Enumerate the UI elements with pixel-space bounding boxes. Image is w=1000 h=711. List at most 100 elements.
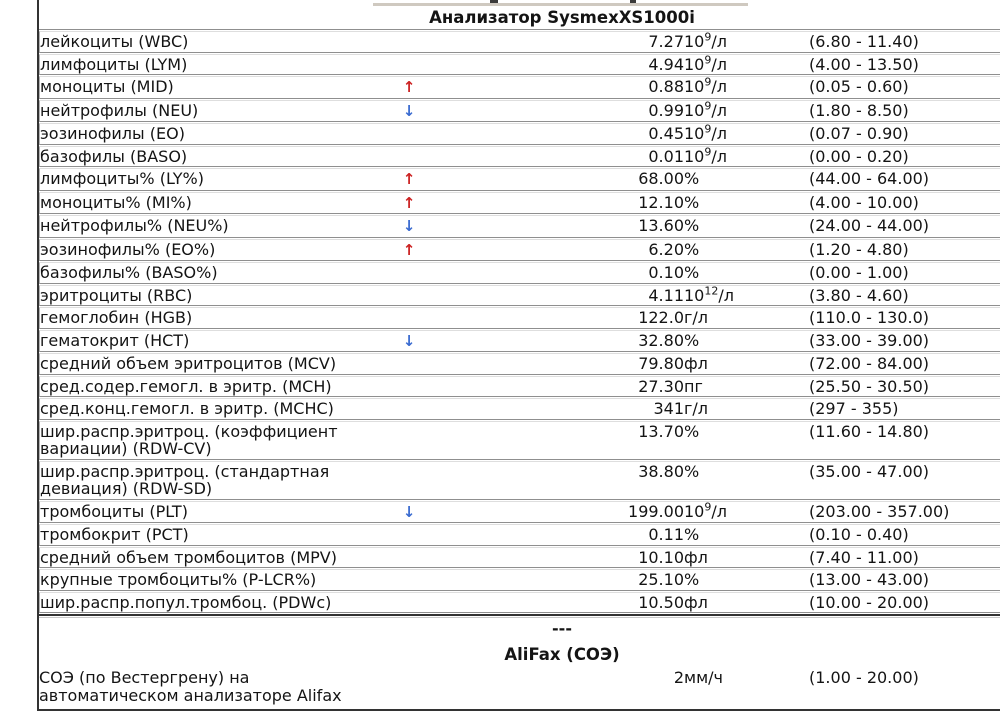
parameter-name: нейтрофилы% (NEU%) <box>39 215 379 238</box>
parameter-name: шир.распр.попул.тромбоц. (PDWc) <box>39 591 379 613</box>
flag-cell: ↓ <box>379 99 439 122</box>
result-unit: % <box>684 420 809 460</box>
up-arrow-icon: ↑ <box>402 170 416 188</box>
reference-range: (0.10 - 0.40) <box>809 524 1000 546</box>
result-row: средний объем эритроцитов (MCV) 79.80 фл… <box>39 353 1000 375</box>
alifax-table-body: СОЭ (по Вестергрену) на автоматическом а… <box>39 668 1000 705</box>
parameter-name: эозинофилы% (EO%) <box>39 238 379 261</box>
reference-range: (4.00 - 13.50) <box>809 53 1000 75</box>
parameter-name: базофилы% (BASO%) <box>39 262 379 284</box>
up-arrow-icon: ↑ <box>402 78 416 96</box>
result-row: лейкоциты (WBC) 7.27 109/л (6.80 - 11.40… <box>39 31 1000 53</box>
result-row: сред.конц.гемогл. в эритр. (MCHC) 341 г/… <box>39 398 1000 420</box>
result-value: 4.94 <box>439 53 684 75</box>
result-value: 68.00 <box>439 168 684 191</box>
parameter-name: сред.содер.гемогл. в эритр. (MCH) <box>39 375 379 397</box>
parameter-name: лимфоциты (LYM) <box>39 53 379 75</box>
result-row: крупные тромбоциты% (P-LCR%) 25.10 % (13… <box>39 569 1000 591</box>
result-unit: 1012/л <box>684 284 809 306</box>
result-value: 122.0 <box>439 307 684 329</box>
flag-cell <box>379 524 439 546</box>
result-unit: % <box>684 329 809 352</box>
result-value: 0.11 <box>439 524 684 546</box>
result-value: 341 <box>439 398 684 420</box>
result-value: 2 <box>673 668 684 687</box>
result-value: 10.50 <box>439 591 684 613</box>
result-row: тромбокрит (PCT) 0.11 % (0.10 - 0.40) <box>39 524 1000 546</box>
analyzer-title: Анализатор SysmexXS1000i <box>39 7 1000 30</box>
result-value: 0.99 <box>439 99 684 122</box>
up-arrow-icon: ↑ <box>402 193 416 212</box>
result-row: сред.содер.гемогл. в эритр. (MCH) 27.30 … <box>39 375 1000 397</box>
result-unit: 109/л <box>684 500 809 523</box>
result-row: шир.распр.попул.тромбоц. (PDWc) 10.50 фл… <box>39 591 1000 613</box>
reference-range: (203.00 - 357.00) <box>809 500 1000 523</box>
result-value: 0.45 <box>439 123 684 145</box>
reference-range: (72.00 - 84.00) <box>809 353 1000 375</box>
result-unit: % <box>684 238 809 261</box>
result-value: 79.80 <box>439 353 684 375</box>
reference-range: (35.00 - 47.00) <box>809 460 1000 500</box>
parameter-name: базофилы (BASO) <box>39 145 379 167</box>
flag-cell <box>379 569 439 591</box>
up-arrow-icon: ↑ <box>402 240 416 259</box>
result-value: 38.80 <box>439 460 684 500</box>
clipped-text-mark <box>490 0 498 5</box>
result-unit: 109/л <box>684 53 809 75</box>
parameter-name: СОЭ (по Вестергрену) на автоматическом а… <box>39 668 342 705</box>
result-row: эозинофилы (EO) 0.45 109/л (0.07 - 0.90) <box>39 123 1000 145</box>
result-value: 0.88 <box>439 76 684 99</box>
result-unit: % <box>684 460 809 500</box>
result-unit: % <box>684 215 809 238</box>
flag-cell: ↓ <box>379 329 439 352</box>
flag-cell <box>379 353 439 375</box>
result-row: базофилы% (BASO%) 0.10 % (0.00 - 1.00) <box>39 262 1000 284</box>
result-unit: 109/л <box>684 145 809 167</box>
parameter-name: крупные тромбоциты% (P-LCR%) <box>39 569 379 591</box>
flag-cell <box>379 460 439 500</box>
result-row: моноциты% (MI%) ↑ 12.10 % (4.00 - 10.00) <box>39 191 1000 214</box>
flag-cell: ↑ <box>379 76 439 99</box>
result-value: 25.10 <box>439 569 684 591</box>
result-unit: пг <box>684 375 809 397</box>
result-value: 12.10 <box>439 191 684 214</box>
result-unit: 109/л <box>684 31 809 53</box>
reference-range: (44.00 - 64.00) <box>809 168 1000 191</box>
parameter-name: средний объем тромбоцитов (MPV) <box>39 546 379 568</box>
parameter-name: лимфоциты% (LY%) <box>39 168 379 191</box>
flag-cell: ↑ <box>379 238 439 261</box>
flag-cell <box>379 420 439 460</box>
flag-cell: ↑ <box>379 168 439 191</box>
down-arrow-icon: ↓ <box>402 101 416 120</box>
result-row: лимфоциты% (LY%) ↑ 68.00 % (44.00 - 64.0… <box>39 168 1000 191</box>
result-value: 13.60 <box>439 215 684 238</box>
parameter-name: эритроциты (RBC) <box>39 284 379 306</box>
result-unit: 109/л <box>684 99 809 122</box>
reference-range: (7.40 - 11.00) <box>809 546 1000 568</box>
reference-range: (6.80 - 11.40) <box>809 31 1000 53</box>
reference-range: (25.50 - 30.50) <box>809 375 1000 397</box>
result-unit: фл <box>684 546 809 568</box>
down-arrow-icon: ↓ <box>402 331 416 350</box>
result-unit: 109/л <box>684 123 809 145</box>
result-row: базофилы (BASO) 0.01 109/л (0.00 - 0.20) <box>39 145 1000 167</box>
parameter-name: нейтрофилы (NEU) <box>39 99 379 122</box>
result-row: тромбоциты (PLT) ↓ 199.00 109/л (203.00 … <box>39 500 1000 523</box>
clipped-text-mark <box>630 0 636 5</box>
result-value: 13.70 <box>439 420 684 460</box>
result-value: 32.80 <box>439 329 684 352</box>
results-table-body: лейкоциты (WBC) 7.27 109/л (6.80 - 11.40… <box>39 31 1000 613</box>
result-row: шир.распр.эритроц. (коэффициент вариации… <box>39 420 1000 460</box>
results-table: Анализатор SysmexXS1000i лейкоциты (WBC)… <box>39 6 1000 614</box>
reference-range: (33.00 - 39.00) <box>809 329 1000 352</box>
reference-range: (0.00 - 0.20) <box>809 145 1000 167</box>
alifax-section-title: AliFax (СОЭ) <box>504 645 620 664</box>
result-row: СОЭ (по Вестергрену) на автоматическом а… <box>39 668 1000 705</box>
result-unit: 109/л <box>684 76 809 99</box>
alifax-section: --- AliFax (СОЭ) СОЭ (по Вестергрену) на… <box>39 614 1000 711</box>
result-unit: % <box>684 262 809 284</box>
result-unit: мм/ч <box>684 668 723 687</box>
result-unit: % <box>684 191 809 214</box>
reference-range: (24.00 - 44.00) <box>809 215 1000 238</box>
reference-range: (297 - 355) <box>809 398 1000 420</box>
